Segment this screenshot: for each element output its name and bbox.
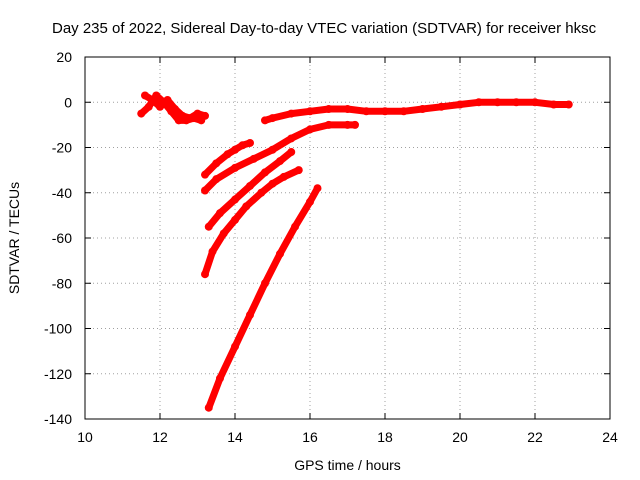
x-tick-label: 12 <box>152 429 168 445</box>
data-point <box>268 114 277 123</box>
y-tick-label: -80 <box>52 275 72 291</box>
data-point <box>291 222 299 231</box>
data-point <box>216 374 224 383</box>
data-point <box>343 120 352 129</box>
data-point <box>246 181 254 190</box>
series-track-8 <box>205 184 321 412</box>
data-point <box>231 163 239 172</box>
data-point <box>474 98 483 107</box>
y-tick-label: 20 <box>56 49 72 65</box>
data-point <box>306 125 314 134</box>
data-point <box>212 175 221 184</box>
data-point <box>167 107 176 116</box>
x-tick-label: 10 <box>77 429 93 445</box>
grid <box>85 57 610 419</box>
data-point <box>212 159 221 168</box>
data-point <box>268 179 277 188</box>
x-tick-label: 24 <box>602 429 618 445</box>
data-point <box>246 310 254 319</box>
data-point <box>324 105 333 114</box>
data-point <box>399 107 408 116</box>
data-point <box>493 98 502 107</box>
x-axis: 10 12 14 16 18 20 22 24 <box>77 57 618 445</box>
data-point <box>204 222 213 231</box>
y-axis: 20 0 -20 -40 -60 -80 -100 -120 -140 <box>44 49 610 427</box>
data-point <box>324 120 333 129</box>
data-point <box>268 145 277 154</box>
data-point <box>261 279 269 288</box>
data-point <box>141 91 149 100</box>
data-point <box>437 102 446 111</box>
y-tick-label: 0 <box>64 94 72 110</box>
x-tick-label: 18 <box>377 429 393 445</box>
data-point <box>219 229 228 238</box>
x-tick-label: 22 <box>527 429 543 445</box>
data-point <box>174 116 183 125</box>
data-point <box>231 195 239 204</box>
data-point <box>276 249 284 258</box>
data-point <box>287 109 296 118</box>
x-axis-label: GPS time / hours <box>294 457 401 473</box>
data-point <box>242 202 251 211</box>
data-point <box>257 188 266 197</box>
data-point <box>137 109 146 118</box>
data-point <box>306 197 314 206</box>
data-point <box>276 157 284 166</box>
data-point <box>294 166 303 175</box>
data-point <box>549 100 558 109</box>
x-tick-label: 14 <box>227 429 243 445</box>
data-point <box>182 116 191 125</box>
data-point <box>531 98 539 107</box>
y-tick-label: -120 <box>44 366 72 382</box>
data-point <box>343 105 352 114</box>
data-point <box>159 98 168 107</box>
data-point <box>351 120 359 129</box>
y-axis-label: SDTVAR / TECUs <box>6 182 22 294</box>
series-layer <box>137 91 573 412</box>
y-tick-label: -140 <box>44 411 72 427</box>
data-point <box>144 102 153 111</box>
y-tick-label: -60 <box>52 230 72 246</box>
data-point <box>223 150 232 159</box>
data-point <box>152 91 161 100</box>
data-point <box>204 403 213 412</box>
y-tick-label: -100 <box>44 321 72 337</box>
data-point <box>362 107 371 116</box>
y-tick-label: -40 <box>52 185 72 201</box>
data-point <box>512 98 521 107</box>
data-point <box>201 186 209 195</box>
data-point <box>201 270 209 279</box>
data-point <box>197 116 206 125</box>
data-point <box>246 138 254 147</box>
data-point <box>279 172 288 181</box>
x-tick-label: 20 <box>452 429 468 445</box>
data-point <box>231 215 239 224</box>
y-tick-label: -20 <box>52 140 72 156</box>
data-point <box>306 107 314 116</box>
data-point <box>261 116 269 125</box>
data-point <box>287 134 296 143</box>
x-tick-label: 16 <box>302 429 318 445</box>
data-point <box>564 100 573 109</box>
data-point <box>456 100 464 109</box>
series-track-4 <box>201 121 359 194</box>
data-point <box>216 209 224 218</box>
data-point <box>381 107 389 116</box>
data-point <box>201 170 209 179</box>
data-point <box>418 105 427 114</box>
data-point <box>231 342 239 351</box>
data-point <box>261 168 269 177</box>
chart-title: Day 235 of 2022, Sidereal Day-to-day VTE… <box>52 20 597 37</box>
data-point <box>313 184 322 193</box>
data-point <box>231 145 239 154</box>
data-point <box>287 148 296 157</box>
data-point <box>189 114 198 123</box>
data-point <box>208 247 217 256</box>
data-point <box>238 141 247 150</box>
data-point <box>249 154 258 163</box>
